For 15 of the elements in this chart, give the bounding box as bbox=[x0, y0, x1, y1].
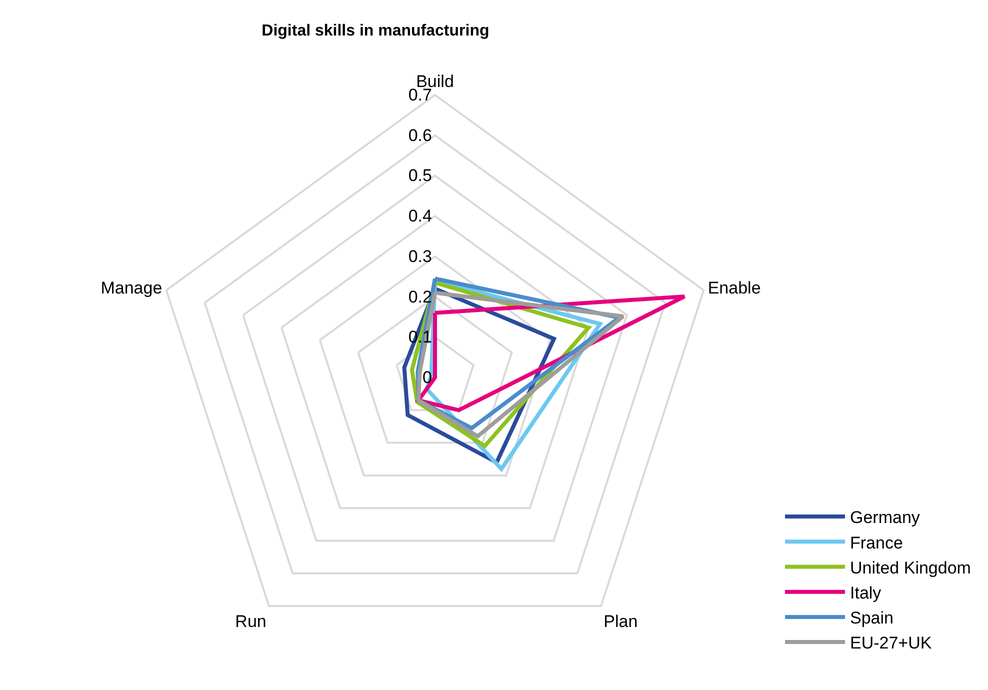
legend-label: France bbox=[850, 533, 903, 552]
legend-label: Spain bbox=[850, 608, 894, 628]
chart-title: Digital skills in manufacturing bbox=[262, 22, 490, 40]
y-tick-label: 0.3 bbox=[408, 246, 432, 266]
legend-label: Germany bbox=[850, 508, 920, 528]
legend-label: United Kingdom bbox=[850, 558, 971, 578]
y-tick-label: 0.6 bbox=[408, 126, 432, 145]
spoke-label: Plan bbox=[604, 612, 638, 631]
spoke-label: Run bbox=[235, 612, 266, 631]
legend-label: Italy bbox=[850, 583, 882, 602]
spoke-label: Manage bbox=[100, 278, 162, 298]
y-tick-label: 0.4 bbox=[408, 206, 432, 226]
spoke-label: Enable bbox=[708, 278, 761, 298]
legend-label: EU-27+UK bbox=[850, 634, 932, 653]
y-tick-label: 0.5 bbox=[408, 166, 432, 186]
